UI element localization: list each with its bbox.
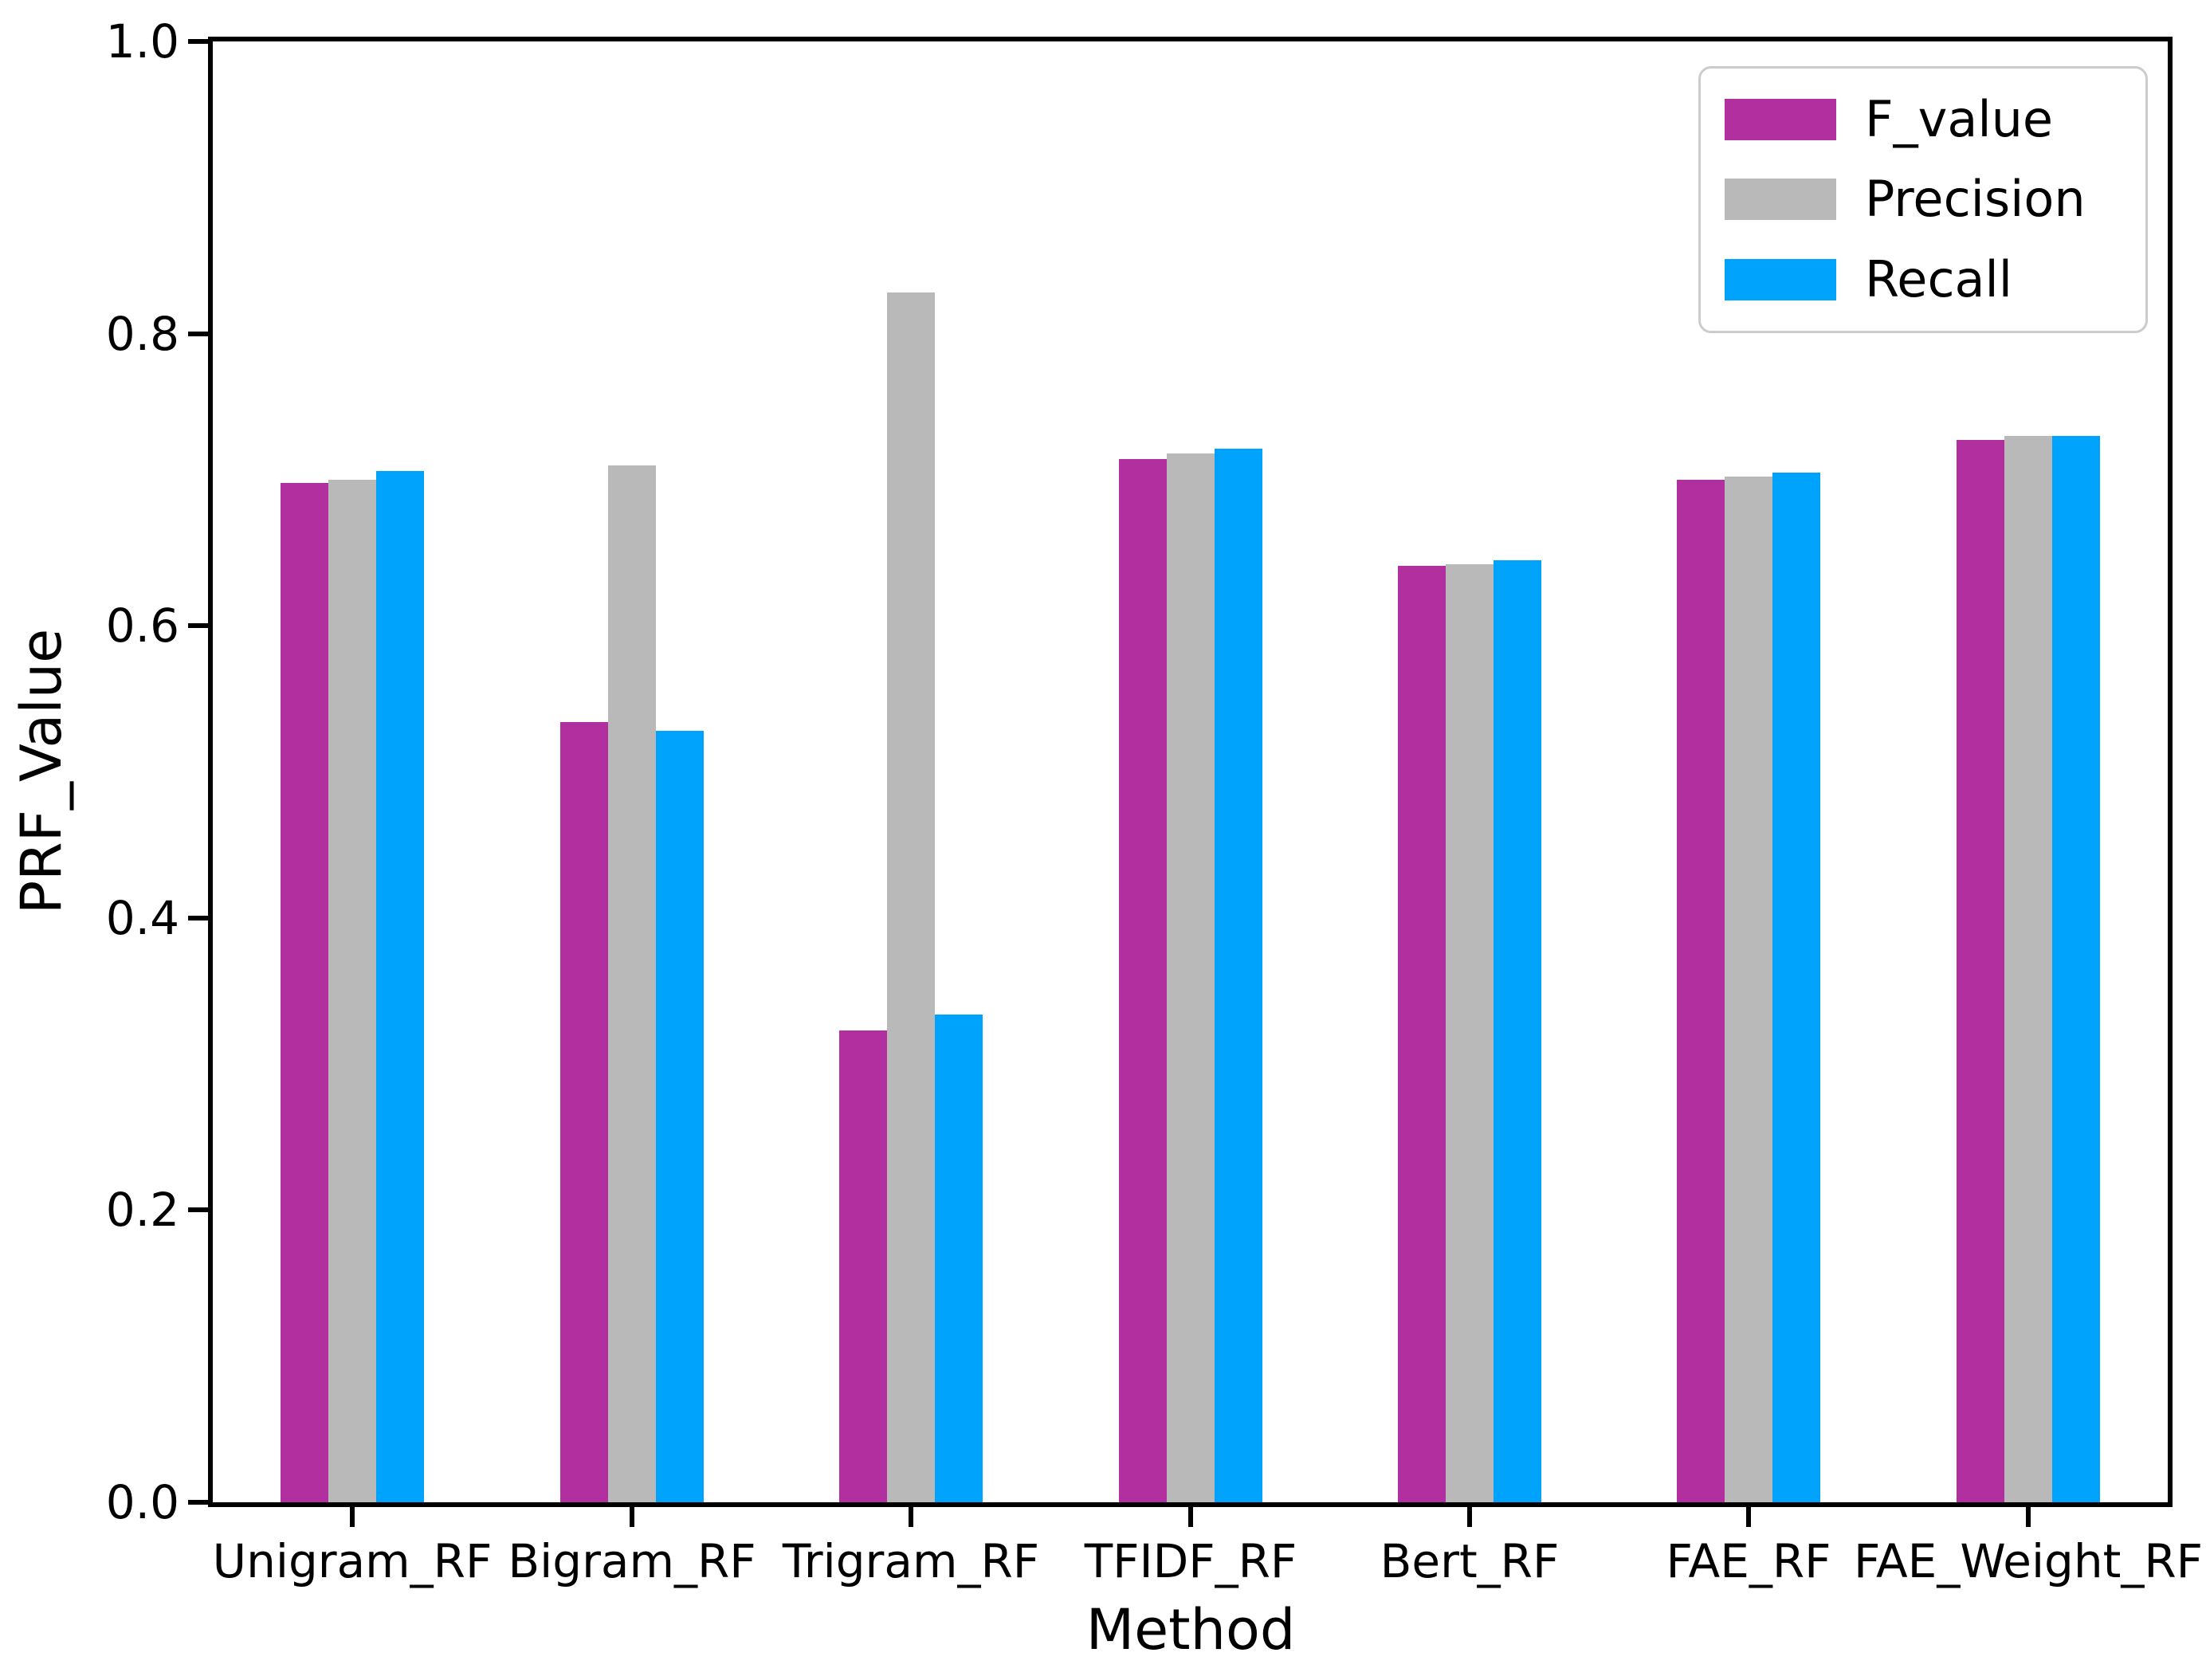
bar-TFIDF_RF-Precision bbox=[1167, 453, 1215, 1502]
bar-Unigram_RF-Recall bbox=[376, 471, 424, 1502]
bar-TFIDF_RF-Recall bbox=[1215, 449, 1262, 1502]
y-tick-label-0.2: 0.2 bbox=[105, 1183, 179, 1237]
f-value-legend-label: F_value bbox=[1865, 90, 2054, 149]
bar-Bert_RF-F_value bbox=[1398, 566, 1446, 1502]
y-tick-label-1.0: 1.0 bbox=[105, 14, 179, 69]
bar-Trigram_RF-Precision bbox=[887, 292, 935, 1502]
y-tick-label-0.4: 0.4 bbox=[105, 891, 179, 945]
bar-Bigram_RF-F_value bbox=[560, 722, 608, 1502]
y-axis-title: PRF_Value bbox=[9, 628, 74, 915]
bar-Unigram_RF-Precision bbox=[328, 480, 376, 1502]
legend-item-f-value: F_value bbox=[1725, 92, 2137, 147]
recall-legend-label: Recall bbox=[1865, 249, 2012, 308]
bar-Bigram_RF-Precision bbox=[608, 465, 656, 1502]
x-tick-mark-Trigram_RF bbox=[909, 1507, 913, 1527]
x-tick-label-FAE_Weight_RF: FAE_Weight_RF bbox=[1853, 1534, 2204, 1588]
bar-Bigram_RF-Recall bbox=[656, 731, 704, 1502]
x-tick-label-Bigram_RF: Bigram_RF bbox=[508, 1534, 756, 1588]
precision-legend-label: Precision bbox=[1865, 170, 2086, 229]
bar-TFIDF_RF-F_value bbox=[1119, 459, 1167, 1502]
y-tick-mark-0.4 bbox=[188, 916, 208, 920]
y-tick-mark-0.0 bbox=[188, 1500, 208, 1505]
bar-Bert_RF-Recall bbox=[1494, 560, 1541, 1502]
x-axis-title: Method bbox=[1085, 1597, 1296, 1662]
x-tick-mark-Bert_RF bbox=[1467, 1507, 1472, 1527]
bar-FAE_RF-Precision bbox=[1725, 477, 1772, 1502]
y-tick-mark-0.8 bbox=[188, 332, 208, 336]
bar-FAE_Weight_RF-Precision bbox=[2004, 436, 2052, 1502]
x-tick-label-FAE_RF: FAE_RF bbox=[1666, 1534, 1831, 1588]
legend: F_value Precision Recall bbox=[1698, 66, 2148, 333]
x-tick-mark-FAE_Weight_RF bbox=[2026, 1507, 2031, 1527]
x-tick-mark-TFIDF_RF bbox=[1188, 1507, 1193, 1527]
y-tick-label-0.8: 0.8 bbox=[105, 307, 179, 361]
x-tick-label-Trigram_RF: Trigram_RF bbox=[782, 1534, 1040, 1588]
x-tick-label-Unigram_RF: Unigram_RF bbox=[212, 1534, 493, 1588]
x-tick-label-Bert_RF: Bert_RF bbox=[1380, 1534, 1560, 1588]
bar-Bert_RF-Precision bbox=[1446, 564, 1494, 1502]
y-tick-label-0.0: 0.0 bbox=[105, 1475, 179, 1529]
x-tick-mark-FAE_RF bbox=[1746, 1507, 1751, 1527]
recall-swatch bbox=[1725, 258, 1836, 300]
bar-FAE_RF-Recall bbox=[1772, 473, 1820, 1502]
precision-swatch bbox=[1725, 179, 1836, 221]
x-tick-mark-Unigram_RF bbox=[350, 1507, 355, 1527]
y-tick-mark-0.2 bbox=[188, 1207, 208, 1212]
x-tick-label-TFIDF_RF: TFIDF_RF bbox=[1084, 1534, 1297, 1588]
bar-FAE_Weight_RF-Recall bbox=[2052, 436, 2100, 1502]
y-tick-mark-1.0 bbox=[188, 39, 208, 44]
legend-item-precision: Precision bbox=[1725, 171, 2137, 227]
y-tick-label-0.6: 0.6 bbox=[105, 599, 179, 653]
bar-FAE_RF-F_value bbox=[1677, 480, 1725, 1502]
y-tick-mark-0.6 bbox=[188, 623, 208, 628]
bar-FAE_Weight_RF-F_value bbox=[1957, 440, 2004, 1502]
x-tick-mark-Bigram_RF bbox=[630, 1507, 634, 1527]
legend-item-recall: Recall bbox=[1725, 249, 2137, 308]
bar-Unigram_RF-F_value bbox=[281, 483, 328, 1502]
f-value-swatch bbox=[1725, 99, 1836, 141]
bar-Trigram_RF-F_value bbox=[839, 1030, 887, 1502]
bars-layer bbox=[213, 41, 2168, 1502]
bar-Trigram_RF-Recall bbox=[935, 1015, 983, 1502]
